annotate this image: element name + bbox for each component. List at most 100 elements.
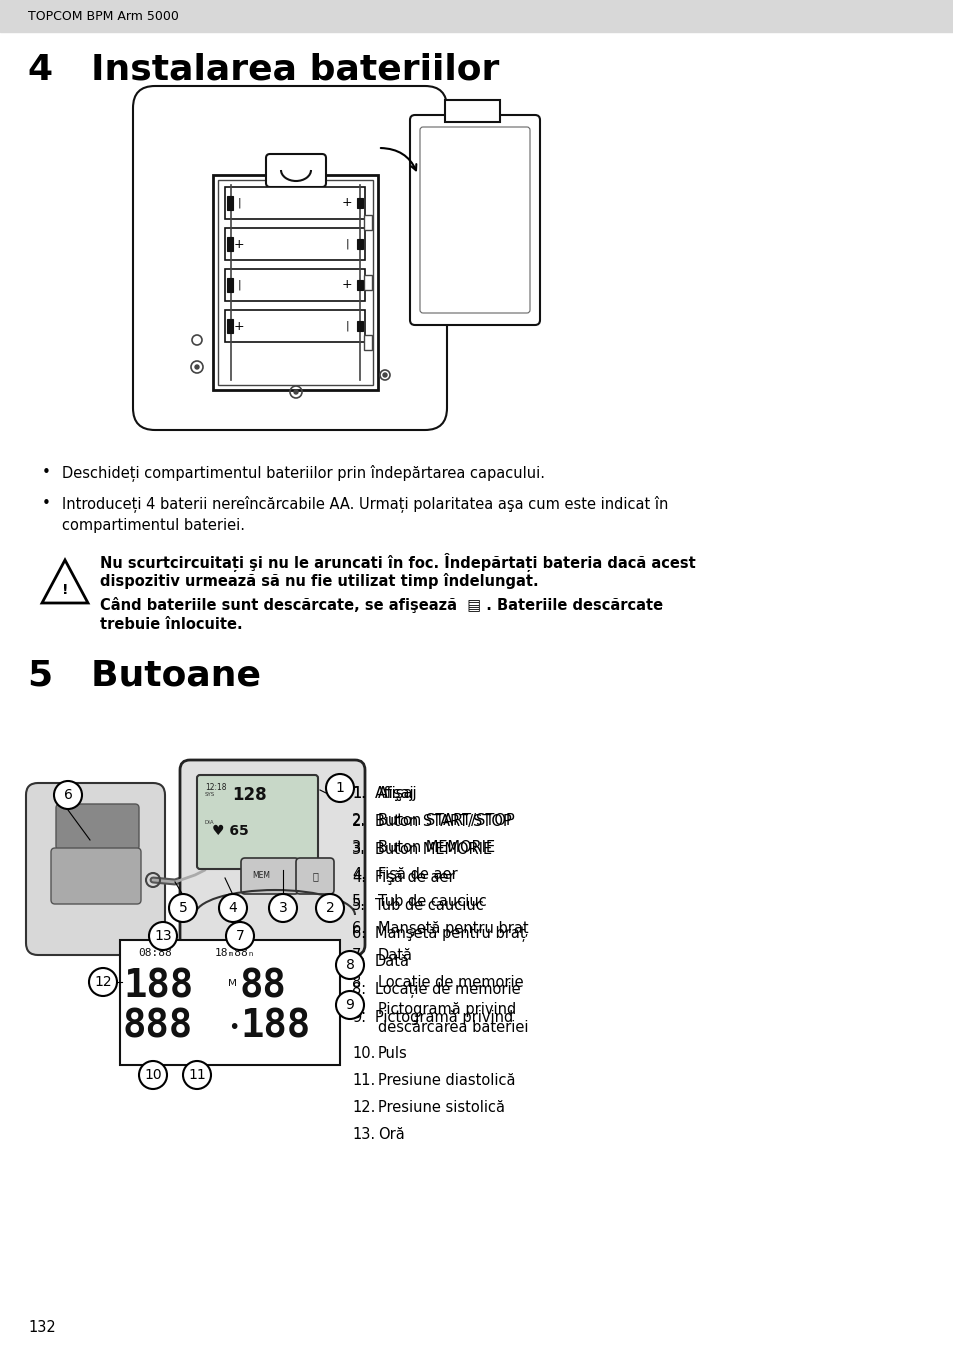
Bar xyxy=(356,198,363,208)
Text: 5: 5 xyxy=(178,900,187,915)
Circle shape xyxy=(382,373,387,377)
Circle shape xyxy=(315,894,344,922)
FancyBboxPatch shape xyxy=(241,859,298,894)
Text: 11.: 11. xyxy=(352,1073,375,1088)
Text: 11: 11 xyxy=(188,1068,206,1081)
Text: •: • xyxy=(42,495,51,512)
Text: Locație de memorie: Locație de memorie xyxy=(375,981,520,998)
Bar xyxy=(444,100,499,122)
Bar xyxy=(225,228,365,261)
Text: ♥ 65: ♥ 65 xyxy=(212,824,249,838)
FancyBboxPatch shape xyxy=(26,783,165,954)
FancyBboxPatch shape xyxy=(180,760,365,954)
Bar xyxy=(227,196,233,211)
Circle shape xyxy=(149,922,177,950)
Text: 4   Instalarea bateriilor: 4 Instalarea bateriilor xyxy=(28,53,498,86)
Text: |: | xyxy=(345,321,349,331)
Text: 4: 4 xyxy=(229,900,237,915)
Text: 12.: 12. xyxy=(352,1100,375,1115)
FancyBboxPatch shape xyxy=(295,859,334,894)
Text: Dată: Dată xyxy=(375,954,410,969)
Text: |: | xyxy=(237,197,240,208)
Text: trebuie înlocuite.: trebuie înlocuite. xyxy=(100,617,242,632)
Text: compartimentul bateriei.: compartimentul bateriei. xyxy=(62,518,245,533)
Text: +: + xyxy=(233,320,244,332)
Bar xyxy=(356,239,363,248)
Text: 3: 3 xyxy=(278,900,287,915)
Text: !: ! xyxy=(62,583,69,597)
Text: ⏻: ⏻ xyxy=(312,871,317,882)
Bar xyxy=(225,310,365,342)
Text: Nu scurtcircuitați şi nu le aruncati în foc. Îndepărtați bateria dacă acest: Nu scurtcircuitați şi nu le aruncati în … xyxy=(100,554,695,572)
Text: 5.: 5. xyxy=(352,898,366,913)
Text: 3.: 3. xyxy=(352,840,366,855)
Text: 13: 13 xyxy=(154,929,172,944)
Text: Manşetă pentru braț: Manşetă pentru braț xyxy=(375,926,525,942)
Text: DIA: DIA xyxy=(205,819,214,825)
Text: Pictogramă privind: Pictogramă privind xyxy=(375,1010,513,1025)
Circle shape xyxy=(269,894,296,922)
Text: 6: 6 xyxy=(64,788,72,802)
Text: 4.: 4. xyxy=(352,867,366,882)
Text: Când bateriile sunt descărcate, se afişează  ▤ . Bateriile descărcate: Când bateriile sunt descărcate, se afişe… xyxy=(100,597,662,613)
Bar xyxy=(364,275,372,290)
Text: Manşetă pentru braț: Manşetă pentru braț xyxy=(377,921,528,937)
Circle shape xyxy=(326,774,354,802)
Text: 9.: 9. xyxy=(352,1010,366,1025)
Bar xyxy=(356,321,363,331)
Text: 08:88: 08:88 xyxy=(138,948,172,958)
Bar xyxy=(364,215,372,230)
Text: Buton MEMORIE: Buton MEMORIE xyxy=(377,840,495,855)
Text: +: + xyxy=(233,238,244,251)
Bar xyxy=(227,278,233,292)
Text: Fişă de aer: Fişă de aer xyxy=(377,867,457,882)
FancyBboxPatch shape xyxy=(196,775,317,869)
Circle shape xyxy=(335,950,364,979)
Text: |: | xyxy=(345,239,349,250)
Text: Fişă de aer: Fişă de aer xyxy=(375,869,455,886)
FancyBboxPatch shape xyxy=(266,154,326,188)
Circle shape xyxy=(335,991,364,1019)
Text: dispozitiv urmează să nu fie utilizat timp îndelungat.: dispozitiv urmează să nu fie utilizat ti… xyxy=(100,572,538,589)
Bar xyxy=(225,269,365,301)
Text: •: • xyxy=(42,464,51,481)
Text: ᴹ: ᴹ xyxy=(228,977,236,996)
Text: Buton START/STOP: Buton START/STOP xyxy=(377,813,515,828)
FancyBboxPatch shape xyxy=(419,127,530,313)
Text: 132: 132 xyxy=(28,1320,55,1335)
Text: Buton START/STOP: Buton START/STOP xyxy=(375,814,511,829)
Text: +: + xyxy=(341,197,352,209)
Bar xyxy=(0,0,953,32)
Text: 6.: 6. xyxy=(352,921,366,936)
Circle shape xyxy=(294,390,297,394)
Text: 7: 7 xyxy=(235,929,244,944)
Text: Pictogramă privind
descărcarea bateriei: Pictogramă privind descărcarea bateriei xyxy=(377,1002,528,1035)
FancyBboxPatch shape xyxy=(132,86,447,431)
Text: 10: 10 xyxy=(144,1068,162,1081)
Text: 13.: 13. xyxy=(352,1127,375,1142)
Text: 1.: 1. xyxy=(352,786,366,801)
Bar xyxy=(356,279,363,290)
Text: Locație de memorie: Locație de memorie xyxy=(377,975,523,991)
Text: 3.: 3. xyxy=(352,842,366,857)
Text: 8.: 8. xyxy=(352,981,366,998)
Text: Introduceți 4 baterii nereîncărcabile AA. Urmați polaritatea aşa cum este indica: Introduceți 4 baterii nereîncărcabile AA… xyxy=(62,495,668,513)
FancyBboxPatch shape xyxy=(410,115,539,325)
Text: •: • xyxy=(228,1018,239,1037)
Bar xyxy=(225,188,365,219)
Bar xyxy=(227,319,233,333)
Circle shape xyxy=(54,782,82,809)
Circle shape xyxy=(139,1061,167,1089)
Text: 1: 1 xyxy=(335,782,344,795)
Circle shape xyxy=(219,894,247,922)
Text: 7.: 7. xyxy=(352,948,366,963)
Bar xyxy=(227,238,233,251)
Text: Oră: Oră xyxy=(377,1127,404,1142)
Text: 2.: 2. xyxy=(352,814,366,829)
Text: 8: 8 xyxy=(345,958,355,972)
Bar xyxy=(213,176,377,390)
Text: 7.: 7. xyxy=(352,954,366,969)
Text: Afişaj: Afişaj xyxy=(377,786,417,801)
Text: Afişaj: Afişaj xyxy=(375,786,415,801)
Text: Tub de cauciuc: Tub de cauciuc xyxy=(375,898,483,913)
